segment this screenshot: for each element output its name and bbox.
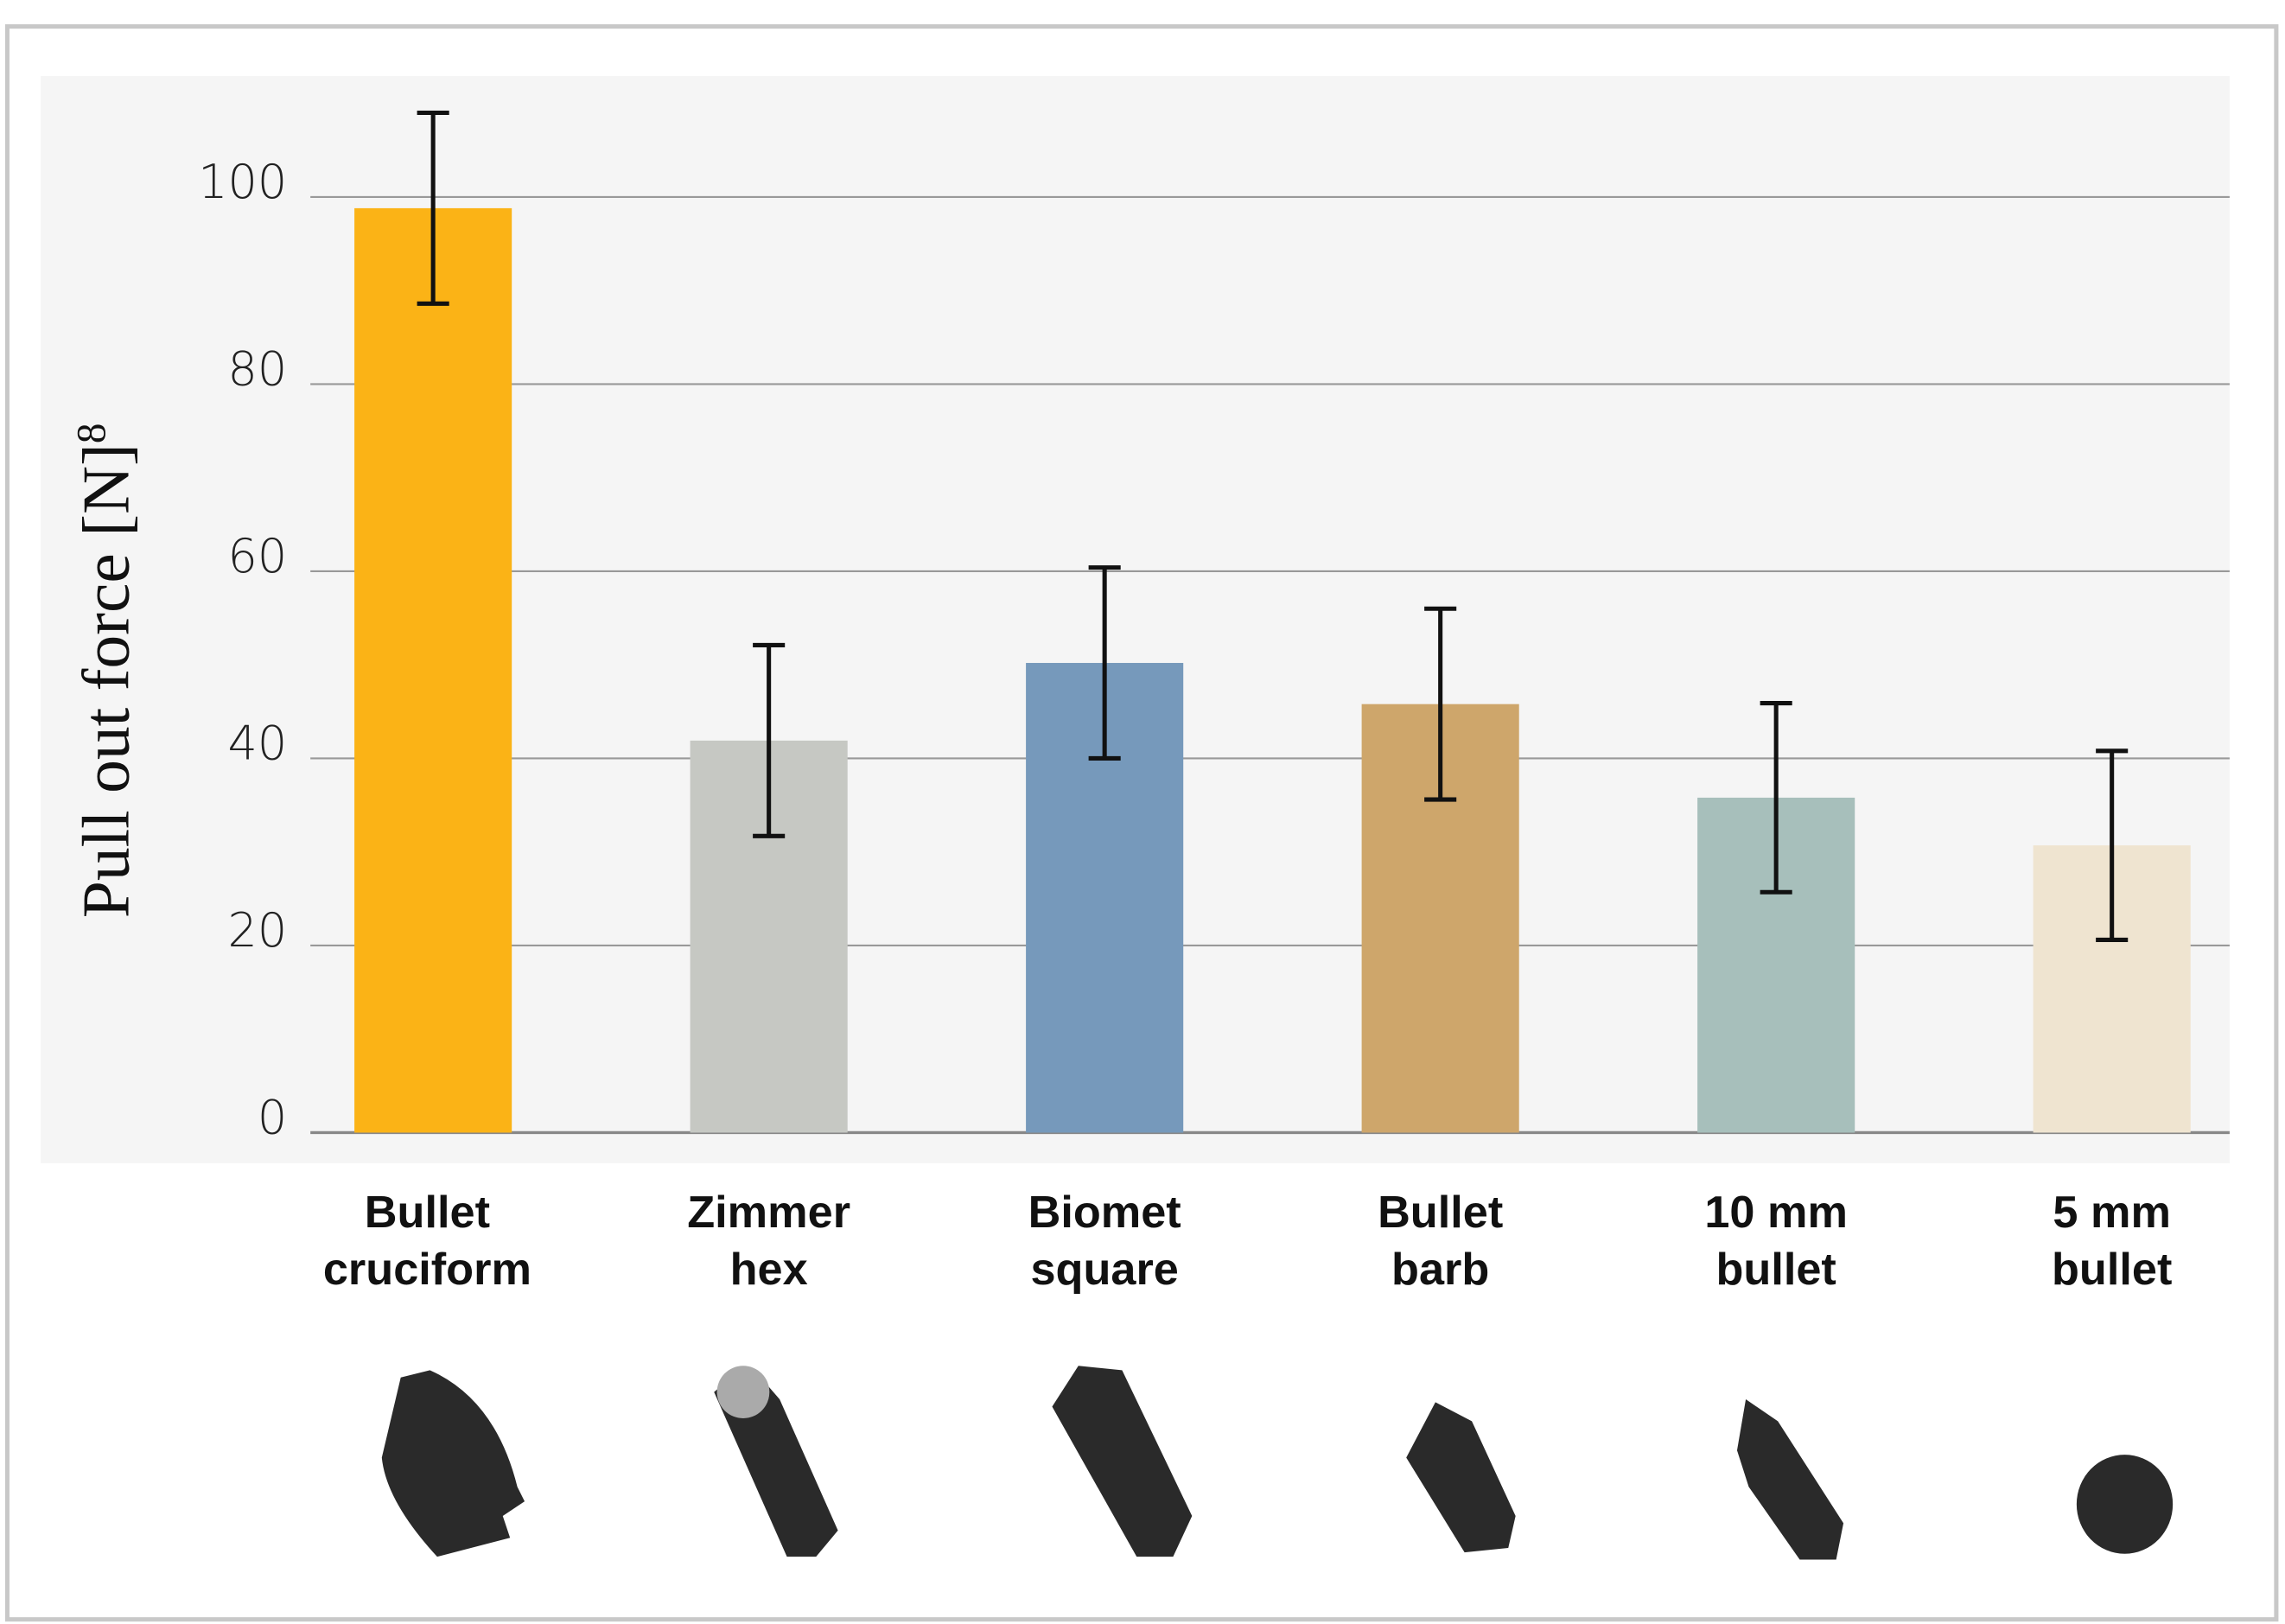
error-bar [417,110,449,306]
y-axis-title-superscript: 8 [69,424,114,444]
y-tick-label: 20 [228,903,288,958]
x-tick-label: bullet [2052,1245,2172,1295]
y-tick-label: 40 [228,716,288,771]
error-bar [1760,701,1792,895]
y-tick-label: 60 [228,529,288,583]
y-axis-title: Pull out force [N]8 [68,424,143,919]
implant-image [1406,1402,1516,1553]
x-tick-label: Bullet [1378,1188,1503,1238]
implant-image [1052,1366,1193,1557]
x-tick-label: 10 mm [1704,1188,1848,1238]
y-tick-label: 80 [228,342,288,397]
x-tick-label: Bullet [365,1188,490,1238]
plot: 0 20 40 60 80 100 Bullet cruciform Zimmer hex Biom… [198,110,2230,1295]
x-tick-label: hex [730,1245,808,1295]
y-tick-label: 0 [258,1091,287,1145]
implant-image [1736,1399,1844,1560]
bar [354,207,512,1133]
x-tick-label: Zimmer [687,1188,850,1238]
error-bar [1424,606,1457,802]
x-tick-label: square [1030,1245,1178,1295]
error-bar [2096,748,2129,942]
implant-images [381,1366,2174,1560]
y-tick-label: 100 [198,155,287,209]
implant-image [716,1366,770,1418]
x-tick-label: Biomet [1028,1188,1181,1238]
implant-image [2076,1455,2174,1554]
error-bar [1088,565,1121,761]
x-tick-label: cruciform [323,1245,531,1295]
error-bar [753,642,786,838]
x-tick-label: bullet [1715,1245,1836,1295]
y-axis-title-text: Pull out force [N] [68,443,143,918]
implant-image [381,1370,525,1557]
x-tick-label: 5 mm [2053,1188,2171,1238]
implant-image [714,1372,838,1557]
x-tick-label: barb [1391,1245,1489,1295]
